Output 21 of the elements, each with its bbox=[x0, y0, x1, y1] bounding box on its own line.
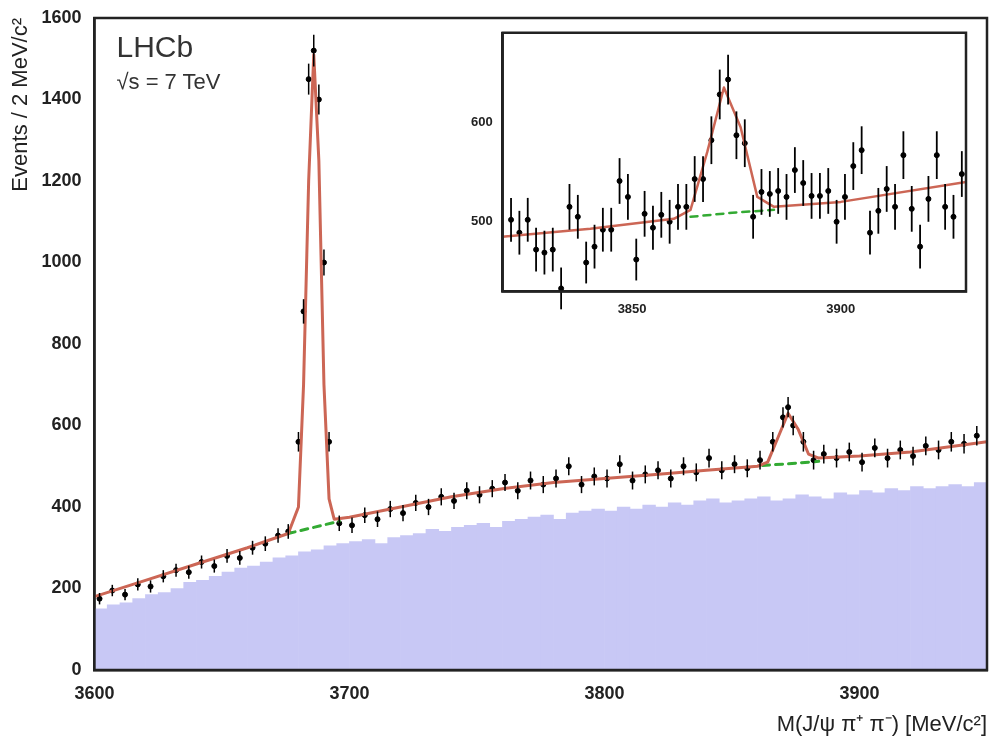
x-tick-label: 3900 bbox=[826, 300, 856, 316]
y-tick-label: 1200 bbox=[41, 169, 82, 190]
y-tick-label: 800 bbox=[51, 332, 82, 353]
x-tick-label: 3600 bbox=[74, 682, 115, 703]
y-tick-label: 1400 bbox=[41, 88, 82, 109]
x-tick-label: 3900 bbox=[839, 682, 880, 703]
x-tick-label: 3800 bbox=[584, 682, 625, 703]
y-tick-label: 200 bbox=[51, 577, 82, 598]
y-tick-label: 0 bbox=[71, 658, 82, 679]
annotation: LHCb bbox=[116, 30, 194, 64]
y-tick-label: 1600 bbox=[41, 6, 82, 27]
x-axis-title: M(J/ψ π⁺ π⁻) [MeV/c²] bbox=[776, 710, 987, 736]
x-tick-label: 3850 bbox=[617, 300, 647, 316]
y-tick-label: 600 bbox=[51, 414, 82, 435]
y-axis-title: Events / 2 MeV/c² bbox=[7, 18, 33, 192]
y-tick-label: 500 bbox=[470, 213, 493, 229]
y-tick-label: 1000 bbox=[41, 251, 82, 272]
annotation: √s = 7 TeV bbox=[116, 69, 221, 95]
y-tick-label: 400 bbox=[51, 495, 82, 516]
x-tick-label: 3700 bbox=[329, 682, 370, 703]
y-tick-label: 600 bbox=[470, 113, 493, 129]
